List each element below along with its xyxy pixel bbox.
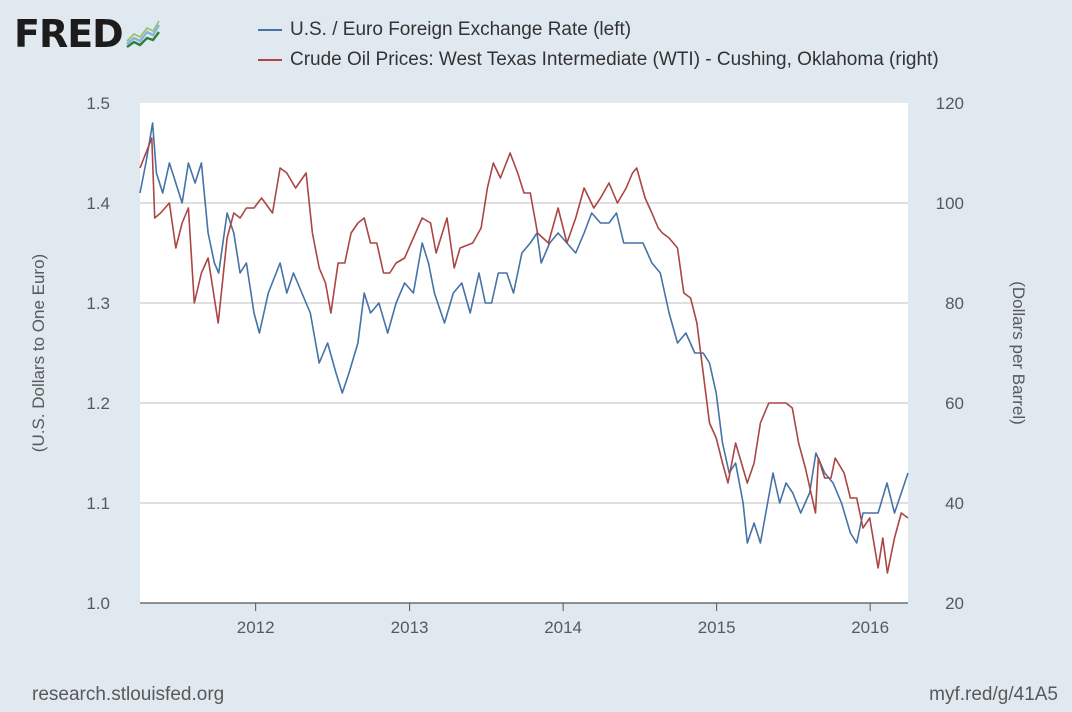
- source-link[interactable]: research.stlouisfed.org: [32, 684, 225, 705]
- plot-area: [140, 103, 908, 603]
- fred-logo-text: FRED: [14, 12, 124, 56]
- y-right-tick-label: 60: [945, 394, 964, 413]
- x-tick-labels: 2012 2013 2014 2015 2016: [237, 618, 889, 637]
- y-right-tick-label: 120: [936, 94, 964, 113]
- y-left-tick-labels: 1.0 1.1 1.2 1.3 1.4 1.5: [86, 94, 110, 613]
- y-left-tick-label: 1.0: [86, 594, 110, 613]
- y-left-axis-title: (U.S. Dollars to One Euro): [29, 254, 48, 452]
- legend-label-left-series: U.S. / Euro Foreign Exchange Rate (left): [290, 19, 632, 40]
- y-right-axis-title: (Dollars per Barrel): [1009, 281, 1028, 425]
- x-tick-label: 2013: [391, 618, 429, 637]
- x-tick-label: 2014: [544, 618, 582, 637]
- y-left-tick-label: 1.3: [86, 294, 110, 313]
- x-tick-label: 2015: [698, 618, 736, 637]
- series-lines: [139, 122, 909, 574]
- y-right-tick-label: 40: [945, 494, 964, 513]
- legend-item-left-series[interactable]: U.S. / Euro Foreign Exchange Rate (left): [258, 18, 631, 42]
- legend-label-right-series: Crude Oil Prices: West Texas Intermediat…: [290, 49, 939, 70]
- axis-lines: [140, 602, 908, 611]
- x-tick-label: 2012: [237, 618, 275, 637]
- legend-swatch-blue: [258, 29, 282, 31]
- legend-swatch-red: [258, 59, 282, 61]
- y-right-tick-label: 80: [945, 294, 964, 313]
- y-left-tick-label: 1.5: [86, 94, 110, 113]
- y-left-tick-label: 1.2: [86, 394, 110, 413]
- y-right-tick-labels: 20 40 60 80 100 120: [936, 94, 964, 613]
- y-left-tick-label: 1.4: [86, 194, 110, 213]
- series-line-usd-euro: [139, 122, 909, 544]
- y-right-tick-label: 100: [936, 194, 964, 213]
- x-tick-label: 2016: [851, 618, 889, 637]
- y-left-tick-label: 1.1: [86, 494, 110, 513]
- short-link[interactable]: myf.red/g/41A5: [929, 684, 1058, 705]
- fred-graph-icon: [124, 17, 161, 49]
- legend-item-right-series[interactable]: Crude Oil Prices: West Texas Intermediat…: [258, 48, 939, 72]
- fred-logo[interactable]: FRED: [14, 14, 161, 54]
- y-right-tick-label: 20: [945, 594, 964, 613]
- series-line-wti-oil: [139, 137, 909, 574]
